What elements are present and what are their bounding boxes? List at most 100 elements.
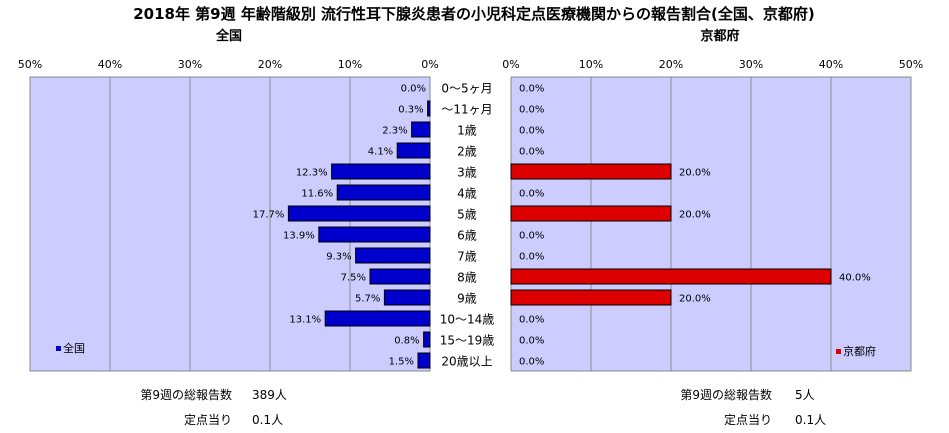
kyoto-value-label: 40.0% <box>839 273 871 284</box>
national-panel-title: 全国 <box>215 28 242 44</box>
national-per-value: 0.1人 <box>252 413 283 427</box>
kyoto-value-label: 0.0% <box>519 105 544 116</box>
national-tick-label: 50% <box>18 58 42 71</box>
kyoto-tick-label: 20% <box>659 58 683 71</box>
national-value-label: 17.7% <box>253 210 285 221</box>
kyoto-bar <box>510 163 672 180</box>
national-total-value: 389人 <box>252 388 287 402</box>
national-bar <box>287 205 431 222</box>
national-bar <box>411 121 431 138</box>
kyoto-bar <box>510 289 672 306</box>
category-label: 1歳 <box>457 124 477 138</box>
national-legend: 全国 <box>56 341 85 355</box>
national-value-label: 0.0% <box>401 84 426 95</box>
kyoto-tick-label: 30% <box>739 58 763 71</box>
kyoto-value-labels: 0.0% 0.0% 0.0% 0.0% 20.0% 0.0% 20.0% 0.0% 0.0% 40… <box>519 84 871 368</box>
kyoto-summary: 第9週の総報告数 5人 定点当り 0.1人 <box>680 387 826 427</box>
kyoto-bars <box>510 163 832 306</box>
category-label: 9歳 <box>457 292 477 306</box>
kyoto-value-label: 0.0% <box>519 84 544 95</box>
kyoto-per-value: 0.1人 <box>795 413 826 427</box>
national-value-labels: 0.0% 0.3% 2.3% 4.1% 12.3% 11.6% 17.7% 13.9% 9.3%… <box>253 84 426 368</box>
national-summary: 第9週の総報告数 389人 定点当り 0.1人 <box>140 387 287 427</box>
kyoto-value-label: 0.0% <box>519 231 544 242</box>
category-label: 0～5ヶ月 <box>441 82 492 96</box>
kyoto-value-label: 0.0% <box>519 147 544 158</box>
category-label: 6歳 <box>457 229 477 243</box>
category-label: ～11ヶ月 <box>441 103 492 117</box>
category-label: 10～14歳 <box>440 313 495 327</box>
national-tick-labels: 0% 10% 20% 30% 40% 50% <box>18 58 439 71</box>
chart-title: 2018年 第9週 年齢階級別 流行性耳下腺炎患者の小児科定点医療機関からの報告… <box>133 5 815 23</box>
kyoto-value-label: 0.0% <box>519 336 544 347</box>
national-bar <box>324 310 431 327</box>
national-legend-swatch <box>56 346 61 351</box>
national-bar <box>383 289 431 306</box>
kyoto-tick-label: 50% <box>899 58 923 71</box>
national-total-label: 第9週の総報告数 <box>140 387 232 402</box>
category-label: 4歳 <box>457 187 477 201</box>
national-value-label: 0.3% <box>398 105 423 116</box>
kyoto-total-value: 5人 <box>795 388 815 402</box>
kyoto-value-label: 0.0% <box>519 189 544 200</box>
national-value-label: 2.3% <box>382 126 407 137</box>
national-bar <box>423 331 431 348</box>
kyoto-tick-label: 0% <box>502 58 519 71</box>
category-label: 20歳以上 <box>441 355 492 369</box>
category-labels: 0～5ヶ月 ～11ヶ月 1歳 2歳 3歳 4歳 5歳 6歳 7歳 8歳 9歳 10～14歳 15～19歳… <box>440 82 495 369</box>
national-value-label: 0.8% <box>394 336 419 347</box>
kyoto-tick-labels: 0% 10% 20% 30% 40% 50% <box>502 58 923 71</box>
national-bar <box>318 226 431 243</box>
kyoto-value-label: 20.0% <box>679 210 711 221</box>
kyoto-bar <box>510 205 672 222</box>
national-bar <box>336 184 431 201</box>
kyoto-per-label: 定点当り <box>724 412 772 427</box>
kyoto-gridlines <box>590 77 832 371</box>
kyoto-value-label: 0.0% <box>519 315 544 326</box>
kyoto-total-label: 第9週の総報告数 <box>680 387 772 402</box>
national-bar <box>417 352 431 369</box>
kyoto-value-label: 20.0% <box>679 168 711 179</box>
category-label: 15～19歳 <box>440 334 495 348</box>
national-value-label: 9.3% <box>326 252 351 263</box>
kyoto-tick-label: 10% <box>579 58 603 71</box>
category-label: 8歳 <box>457 271 477 285</box>
category-label: 7歳 <box>457 250 477 264</box>
kyoto-legend-label: 京都府 <box>843 344 876 358</box>
national-bar <box>355 247 431 264</box>
national-value-label: 1.5% <box>389 357 414 368</box>
national-bars <box>287 100 431 369</box>
national-bar <box>331 163 431 180</box>
national-value-label: 13.1% <box>289 315 321 326</box>
kyoto-legend: 京都府 <box>836 344 876 358</box>
kyoto-tick-label: 40% <box>819 58 843 71</box>
national-value-label: 7.5% <box>341 273 366 284</box>
category-label: 3歳 <box>457 166 477 180</box>
kyoto-value-label: 0.0% <box>519 357 544 368</box>
national-bar <box>369 268 431 285</box>
national-value-label: 5.7% <box>355 294 380 305</box>
national-value-label: 12.3% <box>296 168 328 179</box>
kyoto-panel-title: 京都府 <box>700 28 739 44</box>
kyoto-value-label: 0.0% <box>519 252 544 263</box>
category-label: 5歳 <box>457 208 477 222</box>
national-per-label: 定点当り <box>184 412 232 427</box>
national-tick-label: 10% <box>338 58 362 71</box>
category-label: 2歳 <box>457 145 477 159</box>
kyoto-value-label: 20.0% <box>679 294 711 305</box>
national-value-label: 11.6% <box>301 189 333 200</box>
national-legend-label: 全国 <box>63 341 85 355</box>
national-plot-area <box>29 76 431 372</box>
kyoto-bar <box>510 268 832 285</box>
kyoto-plot-area <box>510 76 912 372</box>
national-bar <box>396 142 431 159</box>
national-bar <box>427 100 431 117</box>
national-tick-label: 0% <box>421 58 438 71</box>
national-tick-label: 30% <box>178 58 202 71</box>
national-value-label: 13.9% <box>283 231 315 242</box>
national-tick-label: 40% <box>98 58 122 71</box>
kyoto-legend-swatch <box>836 349 841 354</box>
national-tick-label: 20% <box>258 58 282 71</box>
kyoto-value-label: 0.0% <box>519 126 544 137</box>
